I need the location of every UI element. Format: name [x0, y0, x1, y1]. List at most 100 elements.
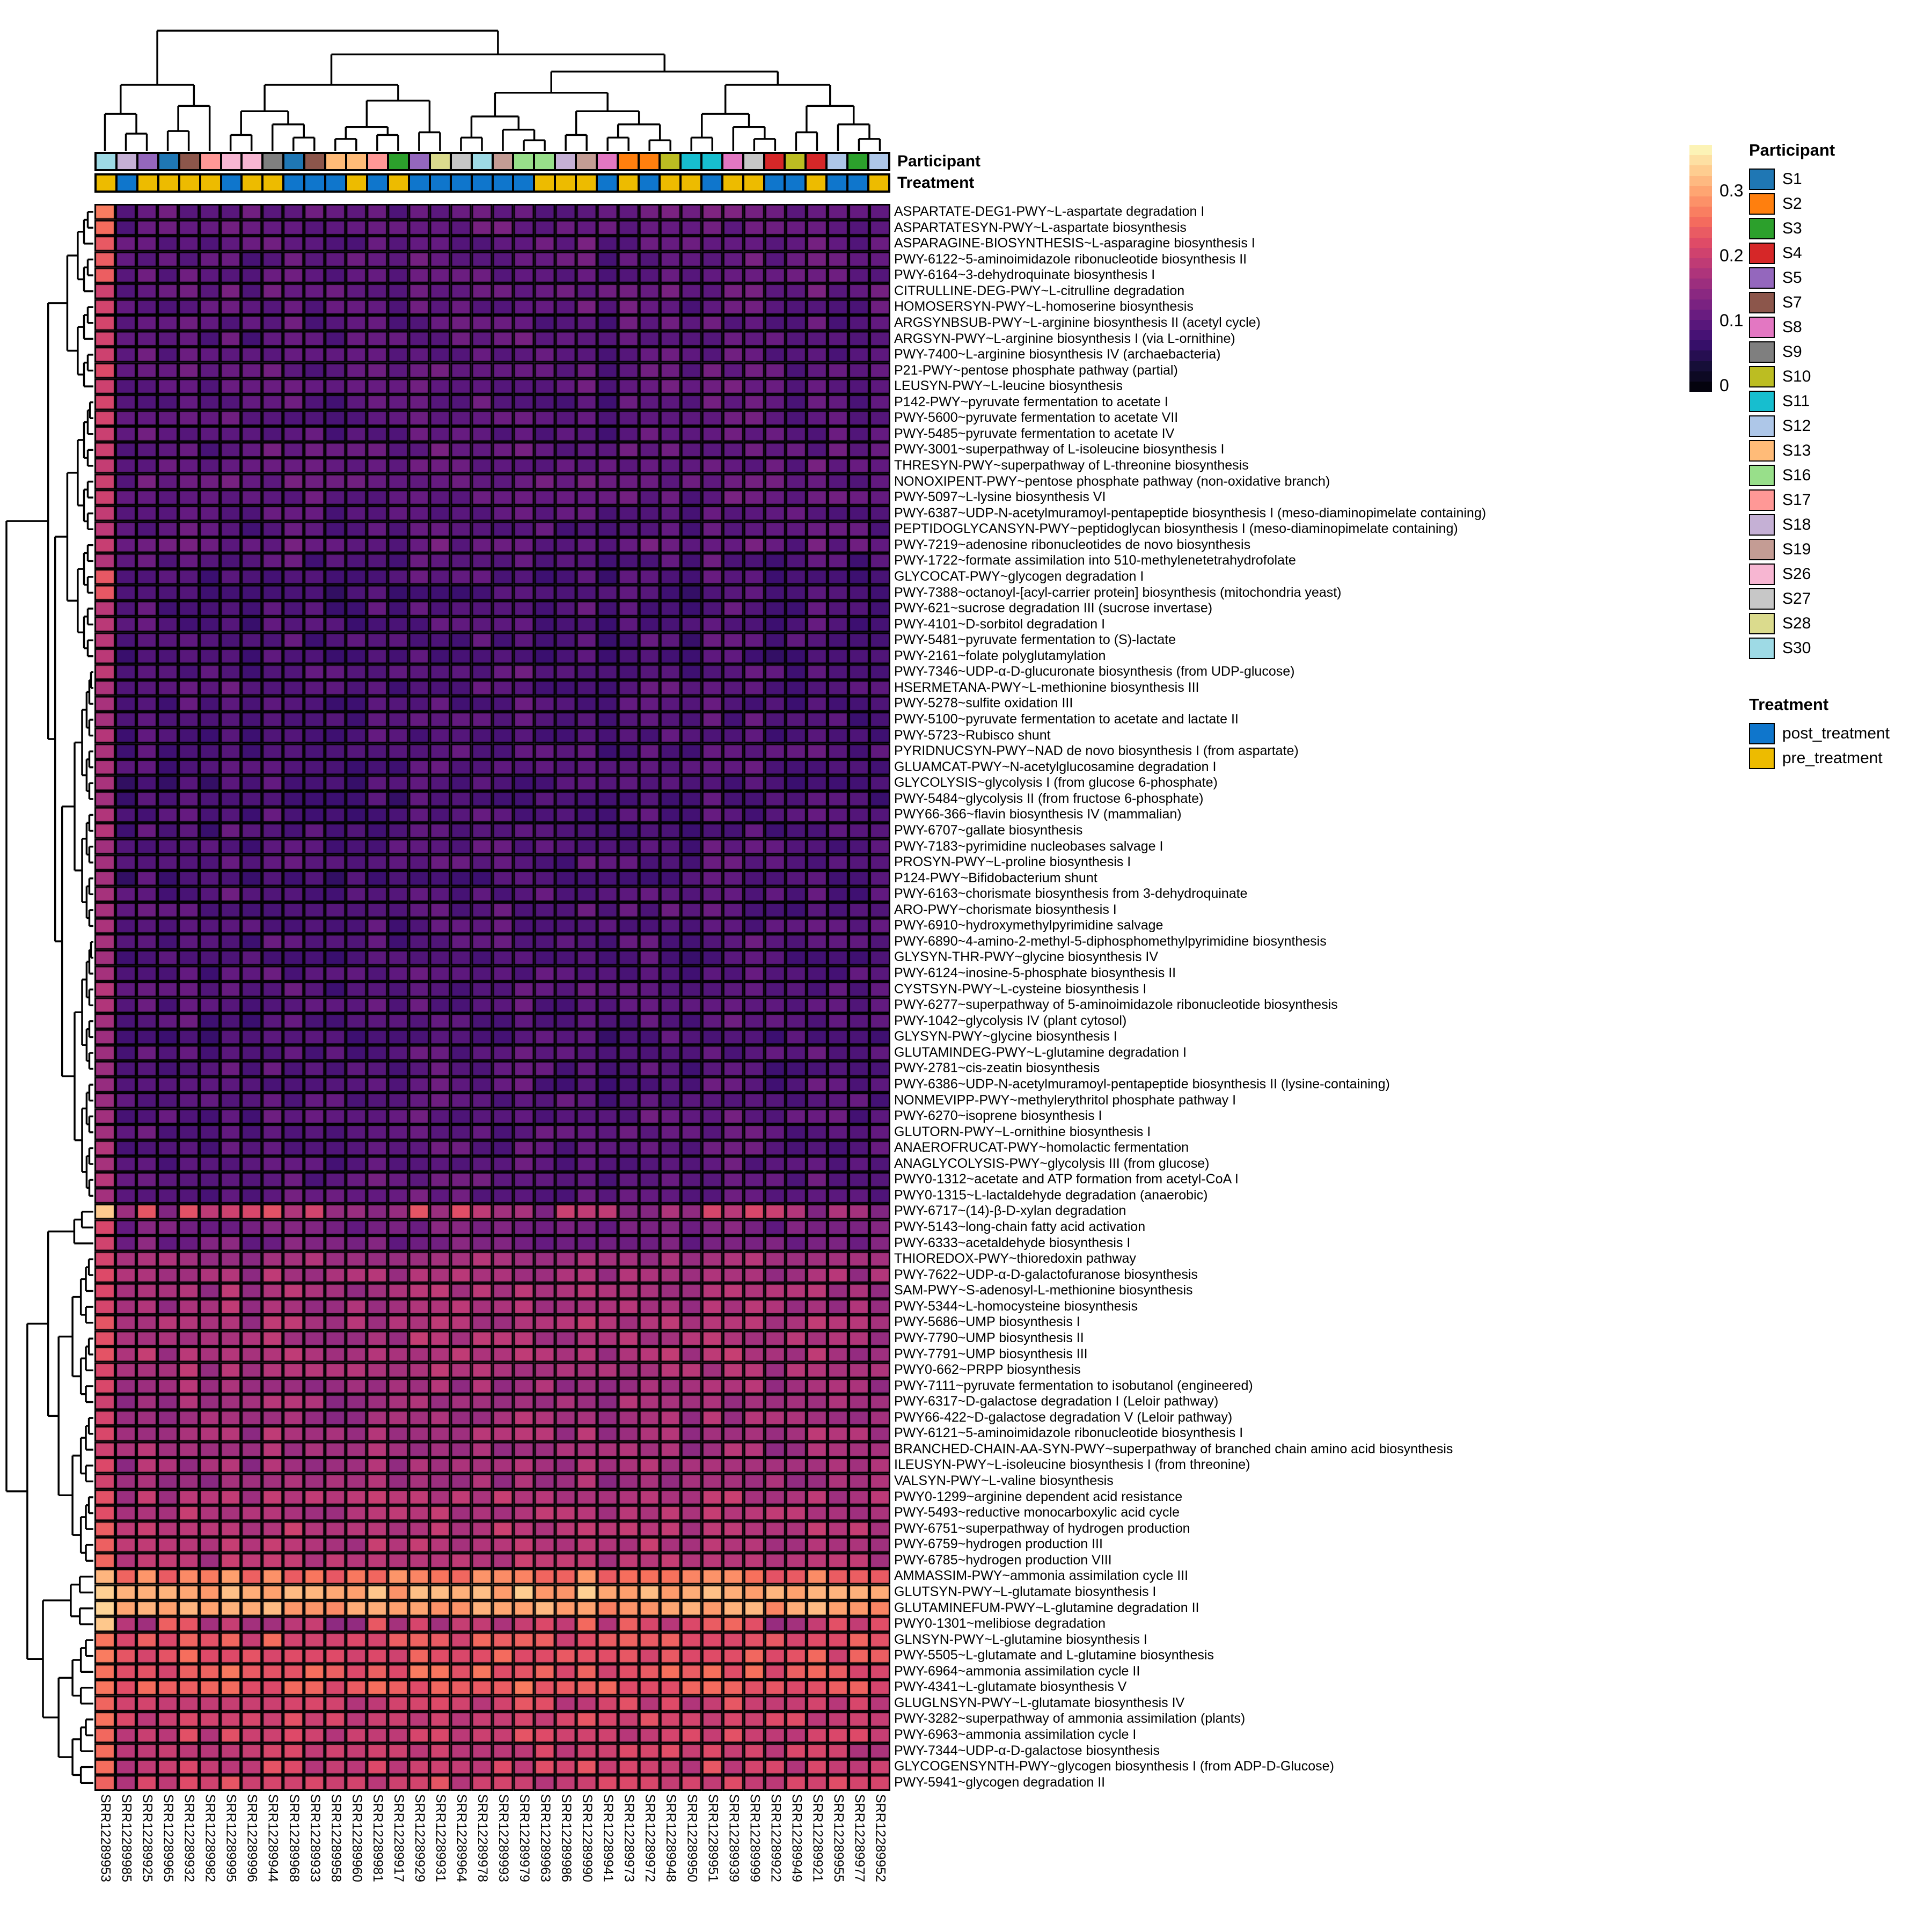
row-label: PWY-6277~superpathway of 5-aminoimidazol…	[894, 997, 1338, 1013]
participant-legend-label: S18	[1782, 516, 1811, 533]
column-dendrogram	[104, 30, 881, 151]
heatmap-canvas	[94, 204, 890, 1791]
treatment-annotation-cell	[325, 174, 347, 192]
participant-legend-item: S10	[1749, 366, 1835, 387]
column-label: SRR12289932	[181, 1794, 197, 1883]
participant-annotation-cell	[806, 153, 827, 170]
participant-annotation-cell	[492, 153, 514, 170]
participant-legend-label: S5	[1782, 269, 1802, 287]
participant-legend-item: S11	[1749, 391, 1835, 412]
row-label: PWY-621~sucrose degradation III (sucrose…	[894, 601, 1213, 616]
colorbar-step	[1689, 258, 1712, 269]
row-label: PWY-7111~pyruvate fermentation to isobut…	[894, 1378, 1253, 1393]
treatment-legend-swatch	[1749, 748, 1775, 769]
participant-legend-item: S5	[1749, 267, 1835, 289]
colorbar-step	[1689, 186, 1712, 196]
column-label: SRR12289960	[349, 1794, 364, 1883]
colorbar-step	[1689, 299, 1712, 310]
row-label: PWY-6164~3-dehydroquinate biosynthesis I	[894, 267, 1155, 283]
treatment-annotation-cell	[555, 174, 576, 192]
row-label: PWY-7219~adenosine ribonucleotides de no…	[894, 537, 1251, 552]
participant-legend-label: S28	[1782, 614, 1811, 632]
row-label: HSERMETANA-PWY~L-methionine biosynthesis…	[894, 679, 1199, 695]
row-label: PWY-1722~formate assimilation into 510-m…	[894, 553, 1296, 568]
participant-annotation-cell	[659, 153, 680, 170]
row-label: PWY0-662~PRPP biosynthesis	[894, 1362, 1081, 1378]
row-label: PWY0-1301~melibiose degradation	[894, 1616, 1106, 1631]
column-label: SRR12289986	[559, 1794, 574, 1883]
row-label: PWY-6122~5-aminoimidazole ribonucleotide…	[894, 251, 1247, 267]
column-label: SRR12289964	[453, 1794, 469, 1883]
colorbar-step	[1689, 381, 1712, 392]
row-label: PWY-5344~L-homocysteine biosynthesis	[894, 1298, 1138, 1314]
colorbar-step	[1689, 175, 1712, 186]
row-label: PWY-6751~superpathway of hydrogen produc…	[894, 1520, 1190, 1536]
participant-legend-item: S19	[1749, 539, 1835, 560]
column-label: SRR12289925	[140, 1794, 155, 1883]
treatment-legend-title: Treatment	[1749, 695, 1829, 714]
colorbar-step	[1689, 247, 1712, 258]
participant-annotation-cell	[701, 153, 722, 170]
participant-legend-label: S13	[1782, 442, 1811, 459]
row-label: THRESYN-PWY~superpathway of L-threonine …	[894, 458, 1249, 473]
participant-annotation-cell	[576, 153, 597, 170]
treatment-annotation-cell	[576, 174, 597, 192]
treatment-annotation-cell	[597, 174, 618, 192]
row-label: PROSYN-PWY~L-proline biosynthesis I	[894, 854, 1131, 870]
treatment-annotation-cell	[764, 174, 785, 192]
row-label: ASPARAGINE-BIOSYNTHESIS~L-asparagine bio…	[894, 236, 1255, 251]
row-label: ARGSYN-PWY~L-arginine biosynthesis I (vi…	[894, 331, 1235, 346]
treatment-annotation-cell	[429, 174, 451, 192]
treatment-annotation-cell	[96, 174, 116, 192]
participant-legend-item: S26	[1749, 564, 1835, 585]
treatment-annotation-cell	[806, 174, 827, 192]
row-label: AMMASSIM-PWY~ammonia assimilation cycle …	[894, 1568, 1189, 1584]
row-label: PWY-6333~acetaldehyde biosynthesis I	[894, 1235, 1131, 1250]
colorbar-step	[1689, 155, 1712, 166]
column-label: SRR12289985	[119, 1794, 134, 1883]
participant-legend-swatch	[1749, 218, 1775, 239]
participant-annotation-cell	[680, 153, 701, 170]
row-label: PWY-7183~pyrimidine nucleobases salvage …	[894, 838, 1163, 854]
row-label: PWY-5493~reductive monocarboxylic acid c…	[894, 1505, 1180, 1520]
participant-annotation-cell	[450, 153, 472, 170]
colorbar-step	[1689, 227, 1712, 238]
treatment-annotation-cell	[471, 174, 493, 192]
column-label: SRR12289933	[307, 1794, 323, 1883]
participant-legend-item: S17	[1749, 489, 1835, 511]
column-label: SRR12289978	[474, 1794, 490, 1883]
row-label: PWY-1042~glycolysis IV (plant cytosol)	[894, 1013, 1127, 1028]
treatment-annotation-cell	[659, 174, 680, 192]
participant-annotation-cell	[471, 153, 493, 170]
participant-annotation-cell	[387, 153, 409, 170]
colorbar-step	[1689, 145, 1712, 156]
column-label: SRR12289990	[580, 1794, 595, 1883]
participant-legend-label: S4	[1782, 244, 1802, 262]
row-label: GLUTSYN-PWY~L-glutamate biosynthesis I	[894, 1584, 1157, 1599]
participant-annotation-cell	[722, 153, 743, 170]
column-label: SRR12289944	[265, 1794, 281, 1883]
participant-annotation-cell	[304, 153, 326, 170]
treatment-annotation-cell	[868, 174, 890, 192]
participant-annotation-cell	[847, 153, 869, 170]
row-label: PWY-7388~octanoyl-[acyl-carrier protein]…	[894, 584, 1342, 600]
treatment-annotation-cell	[826, 174, 848, 192]
participant-annotation-cell	[618, 153, 639, 170]
participant-annotation-cell	[638, 153, 660, 170]
row-label: PWY-7344~UDP-α-D-galactose biosynthesis	[894, 1743, 1160, 1758]
colorbar-step	[1689, 350, 1712, 361]
treatment-annotation-cell	[200, 174, 221, 192]
participant-legend-swatch	[1749, 465, 1775, 486]
column-label: SRR12289953	[98, 1794, 113, 1883]
participant-legend-swatch	[1749, 440, 1775, 462]
participant-annotation-cell	[534, 153, 555, 170]
participant-annotation-cell	[408, 153, 430, 170]
row-label: PWY-6270~isoprene biosynthesis I	[894, 1108, 1102, 1124]
treatment-legend-label: post_treatment	[1782, 724, 1890, 742]
row-label: BRANCHED-CHAIN-AA-SYN-PWY~superpathway o…	[894, 1441, 1453, 1457]
participant-legend-item: S2	[1749, 193, 1835, 215]
row-label: PEPTIDOGLYCANSYN-PWY~peptidoglycan biosy…	[894, 521, 1458, 537]
row-label: PWY-5505~L-glutamate and L-glutamine bio…	[894, 1648, 1214, 1663]
participant-legend-label: S30	[1782, 639, 1811, 657]
row-label: GLUAMCAT-PWY~N-acetylglucosamine degrada…	[894, 759, 1217, 774]
